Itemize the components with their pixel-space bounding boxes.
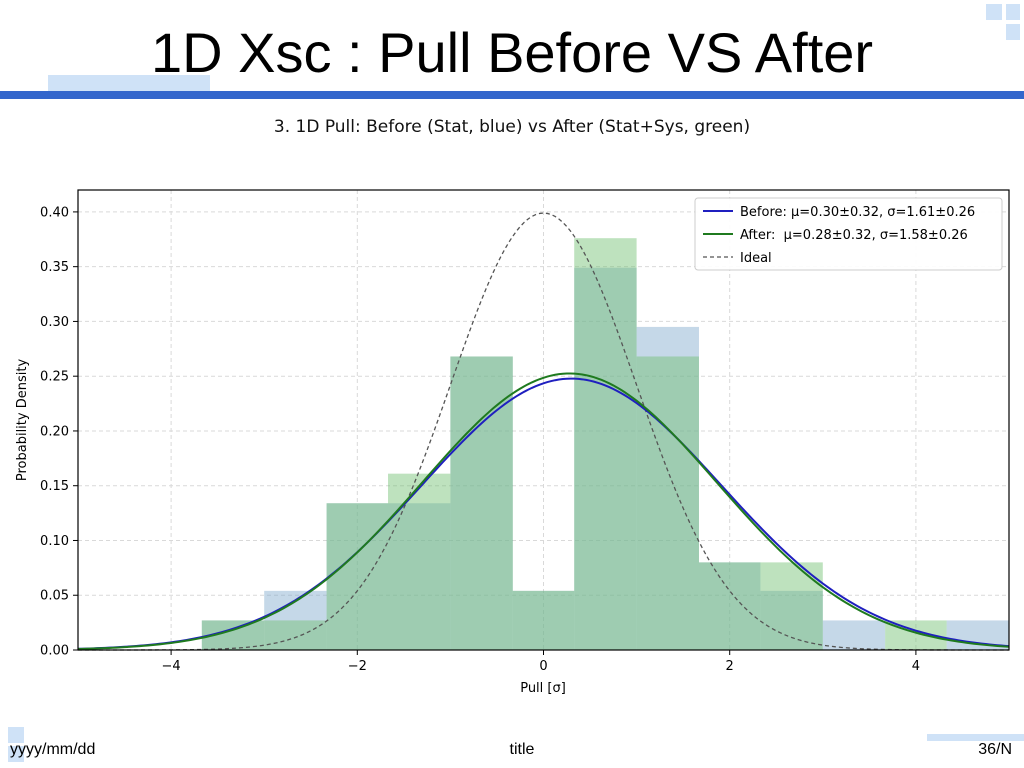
- plot-frame: [77, 189, 1010, 651]
- bottom-right-accent-bar: [927, 734, 1024, 741]
- after-histogram-bar: [698, 562, 761, 650]
- y-tick-label: 0.00: [40, 644, 69, 659]
- chart-legend: Before: μ=0.30±0.32, σ=1.61±0.26 After: …: [694, 197, 1003, 271]
- x-tick-label: 0: [539, 659, 547, 674]
- y-tick-label: 0.30: [40, 315, 69, 330]
- legend-box: [694, 197, 1003, 271]
- after-histogram-bar: [388, 473, 451, 650]
- y-tick-label: 0.15: [40, 479, 69, 494]
- before-histogram-bar: [822, 620, 886, 650]
- y-tick-label: 0.25: [40, 370, 69, 385]
- legend-before-label: Before: μ=0.30±0.32, σ=1.61±0.26: [740, 205, 975, 220]
- x-axis-label: Pull [σ]: [520, 681, 566, 696]
- y-tick-label: 0.10: [40, 534, 69, 549]
- x-tick-label: −2: [348, 659, 367, 674]
- x-tick-label: 2: [726, 659, 734, 674]
- y-tick-label: 0.05: [40, 589, 69, 604]
- histogram-bars: [201, 238, 1009, 650]
- top-right-corner-accent: [1006, 24, 1020, 40]
- slide-title: 1D Xsc : Pull Before VS After: [150, 21, 874, 84]
- after-histogram-bar: [264, 620, 327, 650]
- bottom-left-corner-accent: [8, 727, 24, 743]
- after-histogram-bar: [326, 503, 389, 650]
- ideal-gaussian-curve: [78, 212, 1009, 651]
- y-tick-label: 0.20: [40, 424, 69, 439]
- after-histogram-bar: [512, 590, 575, 650]
- fit-curves: [77, 212, 1010, 651]
- pull-histogram-chart: 3. 1D Pull: Before (Stat, blue) vs After…: [15, 117, 1010, 696]
- x-tick-label: −4: [162, 659, 181, 674]
- footer-title: title: [509, 741, 535, 758]
- after-histogram-bar: [760, 562, 823, 650]
- after-fit-curve: [77, 372, 1010, 650]
- footer-date: yyyy/mm/dd: [10, 741, 96, 758]
- legend-after-label: After: μ=0.28±0.32, σ=1.58±0.26: [740, 228, 968, 243]
- y-tick-label: 0.40: [40, 205, 69, 220]
- before-histogram-bar: [326, 503, 389, 650]
- before-histogram-bar: [388, 503, 451, 650]
- legend-ideal-label: Ideal: [740, 251, 772, 266]
- footer-page-number: 36/N: [978, 741, 1012, 758]
- y-tick-label: 0.35: [40, 260, 69, 275]
- top-right-corner-accent: [986, 4, 1002, 20]
- chart-title: 3. 1D Pull: Before (Stat, blue) vs After…: [274, 117, 750, 137]
- before-histogram-bar: [636, 326, 699, 650]
- after-histogram-bar: [574, 238, 637, 650]
- before-histogram-bar: [760, 590, 823, 650]
- bottom-left-corner-accent: [8, 746, 24, 762]
- top-left-accent-bar: [48, 75, 210, 92]
- before-histogram-bar: [512, 590, 575, 650]
- before-histogram-bar: [574, 267, 637, 650]
- title-rule: [0, 91, 1024, 99]
- x-tick-label: 4: [912, 659, 920, 674]
- axis-ticks: −4 −2 0 2 4 0.00 0.05 0.10 0.15 0.20 0.25 0.30 0.35 0…: [40, 205, 920, 674]
- y-axis-label: Probability Density: [15, 359, 30, 482]
- after-histogram-bar: [636, 356, 699, 650]
- before-histogram-bar: [698, 562, 761, 650]
- top-right-corner-accent: [1006, 4, 1020, 20]
